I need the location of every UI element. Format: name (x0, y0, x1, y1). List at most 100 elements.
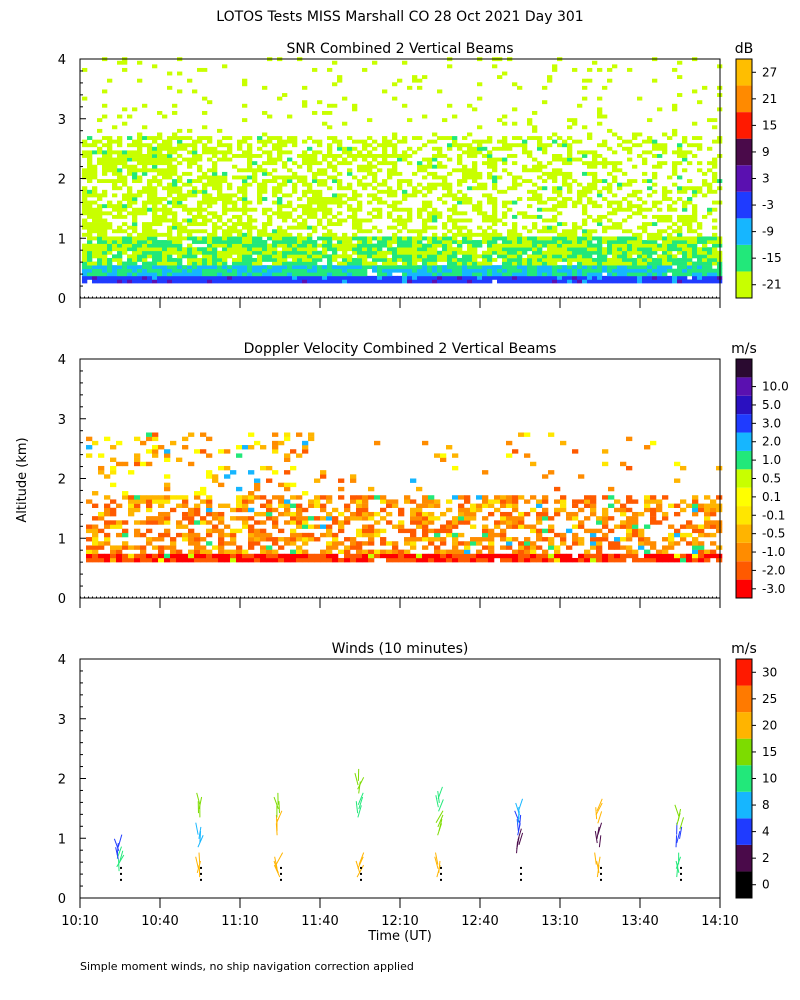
snr-cell (647, 268, 653, 273)
wind-segment (595, 807, 598, 820)
velocity-cell (146, 499, 153, 504)
snr-cell (337, 186, 343, 191)
snr-cell (142, 207, 148, 212)
snr-cell (582, 268, 588, 273)
snr-cell (217, 218, 223, 223)
snr-cell (192, 222, 198, 227)
velocity-cell (164, 449, 171, 454)
velocity-cell (272, 445, 279, 450)
snr-cell (502, 272, 508, 277)
snr-cell (432, 154, 438, 158)
snr-cell (362, 236, 368, 241)
velocity-cell (188, 528, 195, 534)
velocity-cell (518, 524, 525, 529)
snr-cell (277, 257, 283, 262)
snr-cell (337, 218, 343, 223)
snr-cell (497, 268, 503, 273)
snr-cell (112, 150, 118, 155)
snr-cell (517, 261, 523, 266)
snr-cell (82, 139, 88, 144)
snr-cell (367, 143, 373, 148)
snr-cell (477, 82, 483, 87)
snr-cell (282, 164, 288, 169)
snr-cell (147, 143, 153, 148)
snr-cell (552, 257, 558, 262)
velocity-cell (620, 545, 627, 550)
velocity-cell (308, 553, 315, 559)
snr-cell (122, 157, 128, 162)
snr-cell (212, 279, 218, 284)
snr-cell (237, 236, 243, 241)
snr-cell (82, 150, 88, 155)
snr-cell (142, 254, 148, 259)
velocity-cell (200, 553, 207, 559)
snr-cell (677, 143, 683, 148)
snr-cell (677, 146, 683, 151)
snr-cell (682, 218, 688, 223)
snr-cell (132, 243, 138, 248)
snr-cell (362, 247, 368, 252)
snr-cell (207, 243, 213, 248)
snr-cell (657, 232, 663, 237)
snr-cell (697, 261, 703, 266)
velocity-cell (560, 553, 567, 559)
snr-cell (622, 171, 628, 176)
velocity-cell (650, 507, 657, 513)
snr-cell (302, 254, 308, 259)
velocity-cell (242, 553, 249, 559)
snr-cell (642, 222, 648, 227)
snr-cell (307, 250, 313, 255)
snr-cell (332, 179, 338, 183)
snr-cell (432, 232, 438, 237)
snr-cell (117, 186, 123, 191)
velocity-cell (188, 553, 195, 559)
snr-cell (307, 154, 313, 158)
snr-cell (257, 261, 263, 266)
snr-cell (602, 257, 608, 262)
snr-cell (642, 254, 648, 259)
snr-cell (202, 200, 208, 205)
snr-cell (662, 143, 668, 148)
wind-segment (273, 796, 279, 810)
velocity-cell (542, 474, 549, 479)
snr-cell (347, 240, 353, 244)
velocity-cell (386, 520, 393, 525)
snr-cell (187, 268, 193, 273)
velocity-cell (692, 495, 699, 500)
snr-cell (97, 229, 103, 234)
snr-cell (592, 229, 598, 234)
velocity-cell (488, 511, 495, 517)
snr-cell (462, 197, 468, 201)
velocity-cell (140, 553, 147, 559)
snr-cell (712, 257, 718, 262)
snr-cell (82, 96, 88, 101)
snr-cell (547, 207, 553, 212)
snr-cell (247, 207, 253, 212)
snr-cell (172, 168, 178, 173)
snr-cell (582, 243, 588, 248)
snr-cell (202, 247, 208, 252)
snr-cell (132, 211, 138, 216)
wind-segment (195, 822, 199, 835)
snr-cell (277, 279, 283, 284)
velocity-cell (302, 524, 309, 529)
velocity-cell (434, 537, 441, 542)
snr-cell (107, 154, 113, 158)
velocity-cell (248, 545, 255, 550)
snr-cell (377, 240, 383, 244)
snr-cell (267, 279, 273, 284)
snr-cell (247, 261, 253, 266)
snr-cell (302, 211, 308, 216)
snr-cell (662, 268, 668, 273)
snr-cell (422, 261, 428, 266)
snr-cell (197, 240, 203, 244)
snr-cell (222, 261, 228, 266)
velocity-cell (260, 495, 267, 500)
snr-cell (607, 78, 613, 83)
snr-cell (457, 243, 463, 248)
snr-cell (227, 250, 233, 255)
snr-cell (322, 254, 328, 259)
snr-cell (597, 268, 603, 273)
snr-cell (147, 279, 153, 284)
snr-cell (327, 272, 333, 277)
